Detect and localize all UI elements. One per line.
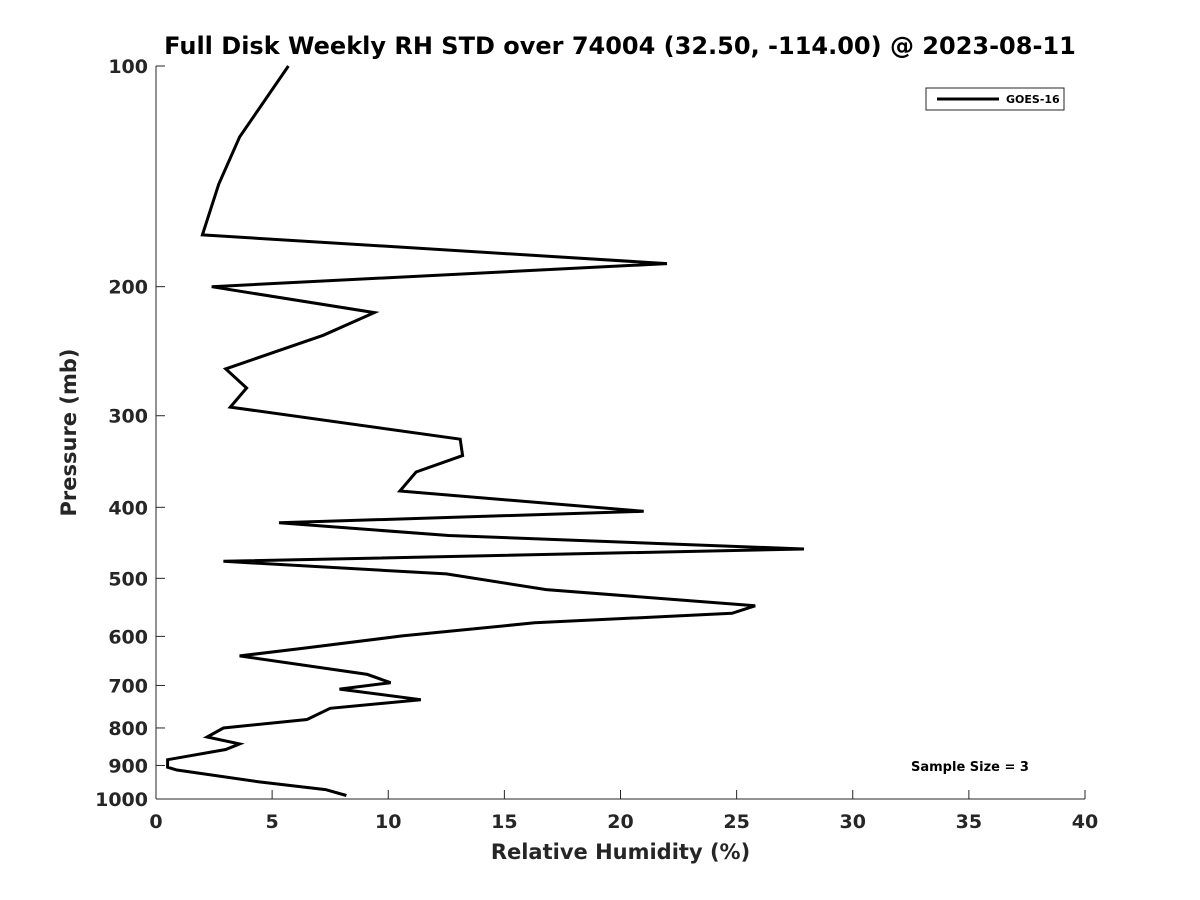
y-tick-label: 300 xyxy=(108,406,148,428)
series-line-goes-16 xyxy=(166,65,805,797)
y-tick-label: 500 xyxy=(108,568,148,590)
x-tick-label: 0 xyxy=(149,811,162,833)
y-tick-label: 700 xyxy=(108,675,148,697)
x-tick-label: 10 xyxy=(375,811,401,833)
x-ticks: 0 5 10 15 20 25 30 35 40 xyxy=(149,790,1098,833)
x-tick-label: 25 xyxy=(723,811,749,833)
y-tick-label: 100 xyxy=(108,56,148,78)
y-ticks: 100 200 300 400 500 600 700 800 900 1000 xyxy=(95,56,165,811)
x-tick-label: 40 xyxy=(1072,811,1098,833)
legend-label: GOES-16 xyxy=(1006,93,1060,106)
y-tick-label: 200 xyxy=(108,277,148,299)
x-tick-label: 30 xyxy=(840,811,866,833)
legend: GOES-16 xyxy=(925,87,1065,111)
sample-size-annotation: Sample Size = 3 xyxy=(911,760,1029,775)
x-tick-label: 20 xyxy=(607,811,633,833)
x-tick-label: 15 xyxy=(491,811,517,833)
y-tick-label: 800 xyxy=(108,718,148,740)
y-tick-label: 900 xyxy=(108,755,148,777)
chart-title: Full Disk Weekly RH STD over 74004 (32.5… xyxy=(164,32,1076,60)
x-tick-label: 5 xyxy=(266,811,279,833)
y-tick-label: 1000 xyxy=(95,789,148,811)
y-tick-label: 400 xyxy=(108,497,148,519)
x-axis-label: Relative Humidity (%) xyxy=(491,840,750,864)
x-tick-label: 35 xyxy=(956,811,982,833)
y-tick-label: 600 xyxy=(108,626,148,648)
series-layer xyxy=(166,65,805,797)
y-axis-label: Pressure (mb) xyxy=(57,349,81,517)
